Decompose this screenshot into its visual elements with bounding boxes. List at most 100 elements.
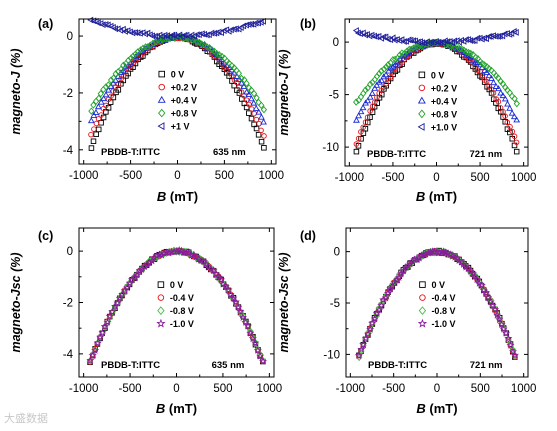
data-point <box>483 69 491 75</box>
x-tick-label: 500 <box>470 172 489 184</box>
data-point <box>94 103 102 110</box>
data-point <box>97 89 104 98</box>
data-point <box>428 38 435 46</box>
y-axis-label: magneto-Jsc (%) <box>277 252 291 352</box>
legend-marker <box>158 83 165 91</box>
data-point <box>495 74 502 82</box>
data-point <box>245 91 253 98</box>
data-point <box>498 320 505 328</box>
legend-item: -1.0 V <box>417 318 455 329</box>
data-point <box>102 91 110 98</box>
data-point <box>375 78 383 85</box>
data-point <box>217 275 226 284</box>
data-point <box>92 109 100 116</box>
data-point <box>488 90 495 96</box>
data-point <box>243 321 253 330</box>
data-point <box>134 48 141 56</box>
legend-label: +0.4 V <box>171 96 197 106</box>
data-point <box>389 34 396 42</box>
x-tick-label: -1000 <box>336 383 365 395</box>
legend-label: +0.2 V <box>171 83 197 93</box>
data-point <box>388 282 397 290</box>
data-point <box>464 264 473 273</box>
legend-label: -1.0 V <box>170 319 194 329</box>
data-point <box>500 324 507 332</box>
data-points <box>87 16 268 151</box>
panel-label: (b) <box>300 17 316 31</box>
data-point <box>393 58 401 65</box>
data-point <box>105 86 112 93</box>
data-point <box>470 60 476 66</box>
data-point <box>469 37 476 45</box>
data-point <box>236 307 245 315</box>
data-point <box>504 334 513 342</box>
data-point <box>95 126 102 133</box>
legend-label: 0 V <box>431 280 445 290</box>
data-point <box>495 85 502 92</box>
data-point <box>110 74 117 82</box>
data-point <box>105 311 114 320</box>
legend-marker <box>418 84 426 92</box>
data-point <box>91 126 97 132</box>
data-point <box>90 17 97 25</box>
data-point <box>353 141 360 147</box>
data-point <box>187 251 196 259</box>
x-tick-label: -500 <box>119 170 142 182</box>
y-tick-label: -4 <box>63 349 74 361</box>
watermark-text: 大盛数据 <box>4 412 48 425</box>
legend-label: +0.4 V <box>431 96 457 106</box>
data-point <box>95 116 102 122</box>
data-point <box>255 132 262 138</box>
data-point <box>248 334 257 343</box>
data-point <box>258 357 268 365</box>
data-point <box>508 347 518 356</box>
legend-label: -0.4 V <box>431 293 455 303</box>
data-point <box>355 135 362 142</box>
data-point <box>125 278 134 287</box>
data-point <box>462 36 469 44</box>
data-point <box>251 110 257 117</box>
data-point <box>364 119 371 126</box>
data-point <box>383 80 389 87</box>
data-point <box>127 63 134 70</box>
legend-item: 0 V <box>418 70 444 80</box>
x-tick-label: 0 <box>433 172 439 184</box>
data-points <box>354 247 519 362</box>
legend-item: 0 V <box>419 280 445 290</box>
data-point <box>501 95 509 102</box>
data-point <box>364 329 373 338</box>
legend-marker <box>419 294 426 301</box>
data-point <box>421 249 430 258</box>
data-point <box>98 328 107 337</box>
legend-item: 0 V <box>157 280 183 290</box>
data-point <box>508 30 515 37</box>
data-point <box>362 86 369 94</box>
data-point <box>373 33 380 41</box>
data-point <box>113 298 122 307</box>
data-point <box>90 101 97 109</box>
x-axis-label: B (mT) <box>416 401 457 416</box>
wavelength-annotation: 721 nm <box>469 149 502 160</box>
y-tick-label: -5 <box>330 298 340 310</box>
data-point <box>419 39 425 47</box>
data-point <box>103 102 109 109</box>
legend-label: -0.8 V <box>431 306 455 316</box>
data-point <box>353 148 360 155</box>
data-point <box>407 36 414 44</box>
data-point <box>399 266 408 275</box>
data-point <box>490 79 497 86</box>
data-point <box>371 84 379 91</box>
series-+0p2V <box>353 39 520 147</box>
data-point <box>504 119 511 126</box>
y-tick-label: 0 <box>334 247 340 259</box>
data-point <box>142 43 149 51</box>
data-point <box>137 46 144 54</box>
data-point <box>488 74 495 81</box>
x-tick-label: 0 <box>173 383 179 395</box>
data-point <box>111 302 120 310</box>
data-point <box>229 72 235 79</box>
material-annotation: PBDB-T:ITTC <box>368 360 427 371</box>
data-point <box>415 42 422 51</box>
x-tick-label: 500 <box>471 383 490 395</box>
